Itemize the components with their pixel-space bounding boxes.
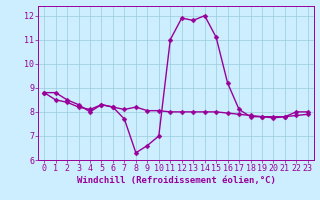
- X-axis label: Windchill (Refroidissement éolien,°C): Windchill (Refroidissement éolien,°C): [76, 176, 276, 185]
